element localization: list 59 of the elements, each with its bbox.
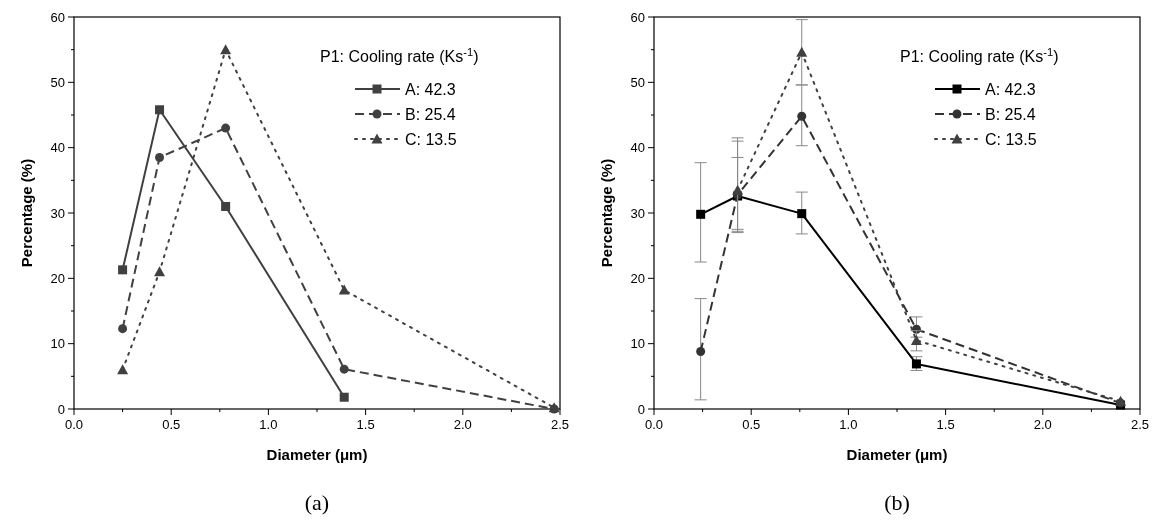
y-tick-label: 20 [630,270,645,286]
y-axis-title: Percentage (%) [598,158,615,268]
point [117,364,129,375]
x-tick-label: 2.5 [1130,417,1150,432]
legend-label: A: 42.3 [405,81,456,98]
point [797,111,807,121]
y-tick-label: 20 [50,270,65,286]
x-tick-label: 1.5 [936,417,955,432]
x-tick-label: 2.0 [1033,417,1052,432]
y-tick-label: 50 [50,74,65,90]
point [155,105,165,115]
x-tick-label: 1.5 [356,417,375,432]
point [796,46,808,57]
point [339,364,349,374]
y-tick-label: 10 [630,336,645,352]
point [339,392,349,402]
point [221,201,231,211]
y-tick-label: 50 [630,74,645,90]
point [118,324,128,334]
legend-title: P1: Cooling rate (Ks$^{-1}$) [900,46,1059,65]
x-tick-label: 0.5 [162,417,181,432]
x-tick-label: 2.5 [550,417,570,432]
y-tick-label: 40 [50,140,65,156]
point [220,44,232,55]
y-axis-title: Percentage (%) [18,158,35,268]
text: (a) [304,490,330,515]
legend-label: A: 42.3 [985,81,1036,98]
text: (b) [884,490,910,515]
x-tick-label: 2.0 [453,417,472,432]
point [696,209,706,219]
x-tick-label: 1.0 [839,417,858,432]
y-tick-label: 60 [630,9,645,25]
x-tick-label: 0.0 [64,417,84,432]
y-tick-label: 10 [50,336,65,352]
legend-label: C: 13.5 [985,131,1037,148]
y-tick-label: 30 [630,205,645,221]
x-tick-label: 0.5 [742,417,761,432]
point [696,347,706,357]
point [118,265,128,275]
x-axis-title: Diameter (μm) [846,446,948,463]
point [797,209,807,219]
legend-label: C: 13.5 [405,131,457,148]
y-tick-label: 60 [50,9,65,25]
point [154,266,166,277]
point [221,123,231,133]
y-tick-label: 30 [50,205,65,221]
y-tick-label: 40 [630,140,645,156]
point [910,334,922,345]
legend-title: P1: Cooling rate (Ks$^{-1}$) [320,46,479,65]
point [155,152,165,162]
y-tick-label: 0 [57,401,65,417]
x-axis-title: Diameter (μm) [266,446,368,463]
legend-label: B: 25.4 [985,106,1036,123]
x-tick-label: 0.0 [644,417,664,432]
x-tick-label: 1.0 [259,417,278,432]
point [338,284,350,295]
point [732,184,744,195]
legend-label: B: 25.4 [405,106,456,123]
y-tick-label: 0 [637,401,645,417]
